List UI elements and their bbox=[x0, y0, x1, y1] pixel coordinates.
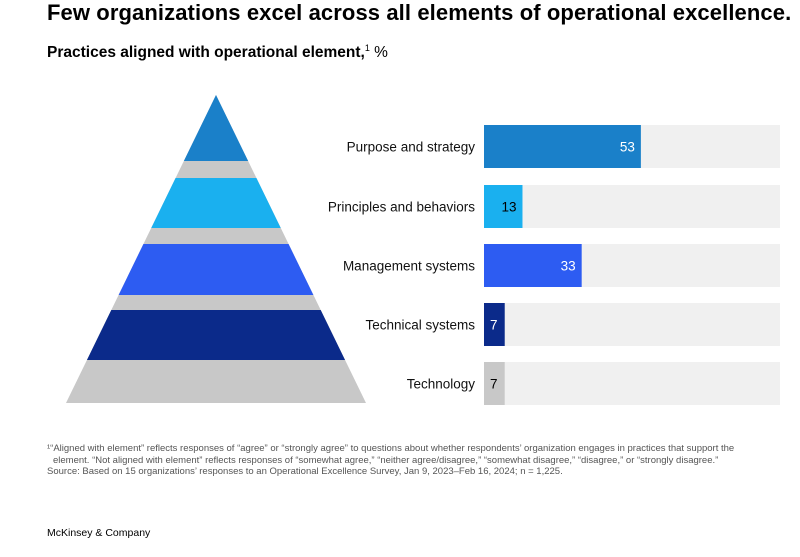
bar-track bbox=[484, 362, 780, 405]
category-label: Principles and behaviors bbox=[328, 200, 475, 215]
data-label: 53 bbox=[620, 140, 635, 155]
data-label: 7 bbox=[490, 318, 498, 333]
bar bbox=[484, 244, 582, 287]
category-label: Technology bbox=[407, 377, 476, 392]
bar bbox=[484, 303, 505, 346]
source-text: Source: Based on 15 organizations’ respo… bbox=[47, 466, 563, 477]
footnote-marker: 1 bbox=[364, 43, 370, 53]
data-label: 13 bbox=[501, 200, 516, 215]
bar bbox=[484, 185, 523, 228]
pyramid-tier-management bbox=[118, 244, 314, 295]
data-label: 33 bbox=[561, 259, 576, 274]
pyramid-bar-chart: Purpose and strategy 53 Principles and beh… bbox=[66, 95, 780, 405]
category-label: Management systems bbox=[343, 259, 475, 274]
subtitle-text: Practices aligned with operational eleme… bbox=[47, 44, 365, 62]
bar bbox=[484, 362, 505, 405]
category-label: Technical systems bbox=[365, 318, 475, 333]
chart-title: Few organizations excel across all eleme… bbox=[47, 0, 792, 25]
bar-track bbox=[484, 185, 780, 228]
brand-logo-text: McKinsey & Company bbox=[47, 527, 151, 539]
pyramid-tier-principles bbox=[151, 178, 281, 228]
pyramid-tier-purpose bbox=[183, 95, 249, 161]
data-label: 7 bbox=[490, 377, 498, 392]
chart-subtitle: Practices aligned with operational eleme… bbox=[47, 43, 388, 62]
footnote-text: ¹“Aligned with element” reflects respons… bbox=[47, 443, 735, 466]
pyramid-tier-technical bbox=[86, 310, 346, 360]
bar bbox=[484, 125, 641, 168]
footnotes: ¹“Aligned with element” reflects respons… bbox=[47, 443, 767, 478]
bar-track bbox=[484, 303, 780, 346]
unit-label: % bbox=[369, 44, 388, 62]
category-label: Purpose and strategy bbox=[347, 140, 476, 155]
